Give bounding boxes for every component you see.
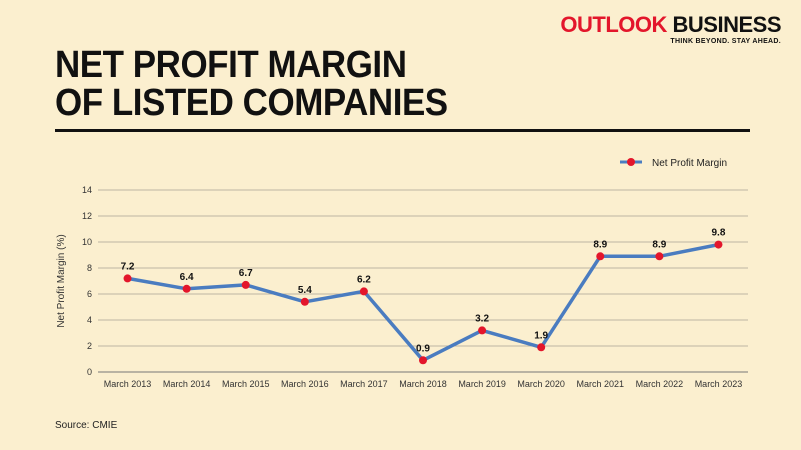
y-tick-label: 2	[87, 341, 92, 351]
y-tick-label: 0	[87, 367, 92, 377]
chart-title-line-1: NET PROFIT MARGIN	[55, 44, 407, 86]
data-point	[359, 287, 368, 296]
x-tick-label: March 2016	[281, 379, 329, 389]
data-point	[123, 274, 132, 283]
y-tick-label: 10	[82, 237, 92, 247]
chart-title: NET PROFIT MARGIN OF LISTED COMPANIES	[55, 46, 448, 122]
brand-name-black: BUSINESS	[672, 12, 782, 37]
title-divider	[55, 129, 750, 132]
data-point	[655, 252, 664, 261]
data-label: 6.7	[239, 268, 253, 279]
y-tick-label: 8	[87, 263, 92, 273]
data-label: 8.9	[652, 239, 666, 250]
x-tick-label: March 2015	[222, 379, 270, 389]
brand-name-red: OUTLOOK	[560, 12, 667, 37]
x-tick-label: March 2021	[577, 379, 625, 389]
brand-tagline: THINK BEYOND. STAY AHEAD.	[670, 38, 781, 45]
y-tick-label: 12	[82, 211, 92, 221]
x-tick-label: March 2023	[695, 379, 743, 389]
x-tick-label: March 2017	[340, 379, 388, 389]
data-label: 6.4	[180, 272, 194, 283]
legend-marker	[627, 158, 635, 166]
data-point	[537, 343, 546, 352]
data-label: 7.2	[121, 261, 135, 272]
data-label: 9.8	[712, 228, 726, 239]
data-point	[714, 240, 723, 249]
x-tick-label: March 2014	[163, 379, 211, 389]
legend-label: Net Profit Margin	[652, 158, 727, 169]
y-axis-label: Net Profit Margin (%)	[56, 234, 67, 327]
brand-logo: OUTLOOK BUSINESS THINK BEYOND. STAY AHEA…	[560, 14, 781, 46]
data-label: 8.9	[593, 239, 607, 250]
x-tick-label: March 2022	[636, 379, 684, 389]
y-tick-label: 6	[87, 289, 92, 299]
x-tick-label: March 2013	[104, 379, 152, 389]
data-point	[241, 280, 250, 289]
data-label: 0.9	[416, 343, 430, 354]
data-label: 6.2	[357, 274, 371, 285]
chart-title-line-2: OF LISTED COMPANIES	[55, 82, 448, 124]
data-point	[300, 297, 309, 306]
data-point	[478, 326, 487, 335]
data-label: 3.2	[475, 313, 489, 324]
data-label: 1.9	[534, 330, 548, 341]
data-label: 5.4	[298, 285, 312, 296]
source-note: Source: CMIE	[55, 420, 118, 431]
data-point	[182, 284, 191, 293]
y-tick-label: 4	[87, 315, 92, 325]
x-tick-label: March 2019	[458, 379, 506, 389]
y-tick-label: 14	[82, 185, 92, 195]
x-tick-label: March 2018	[399, 379, 447, 389]
data-point	[419, 356, 427, 365]
data-point	[596, 252, 605, 261]
x-tick-label: March 2020	[517, 379, 565, 389]
brand-name: OUTLOOK BUSINESS	[560, 14, 781, 36]
